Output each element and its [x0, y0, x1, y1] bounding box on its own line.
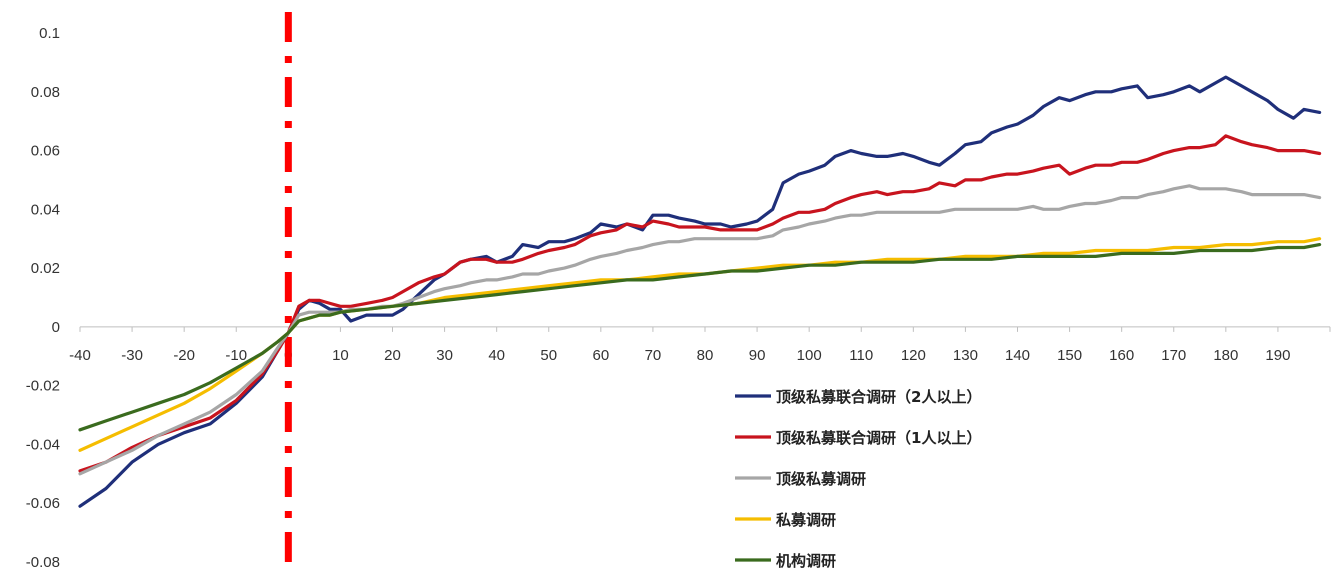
y-tick-label: 0.04: [31, 201, 60, 218]
y-tick-label: -0.02: [26, 378, 60, 395]
x-tick-label: 10: [332, 347, 349, 364]
x-tick-label: 190: [1265, 347, 1290, 364]
y-tick-label: 0.06: [31, 143, 60, 160]
legend-label: 顶级私募联合调研（2人以上）: [776, 388, 981, 406]
x-tick-label: 120: [901, 347, 926, 364]
x-tick-label: 110: [849, 347, 873, 364]
x-tick-label: 90: [749, 347, 766, 364]
x-tick-label: -10: [225, 347, 247, 364]
x-tick-label: 70: [645, 347, 662, 364]
legend-label: 机构调研: [776, 552, 836, 570]
y-tick-label: 0.08: [31, 84, 60, 101]
x-tick-label: 170: [1161, 347, 1186, 364]
y-tick-label: -0.08: [26, 554, 60, 571]
x-tick-label: 50: [540, 347, 557, 364]
series-line-1: [78, 75, 1322, 508]
series-lines: [78, 75, 1322, 508]
y-tick-label: 0: [52, 319, 60, 336]
series-line-4: [78, 237, 1322, 452]
legend-label: 私募调研: [775, 511, 836, 529]
x-tick-label: -40: [69, 347, 91, 364]
x-tick-label: 160: [1109, 347, 1134, 364]
y-axis-ticks: -0.08 -0.06 -0.04 -0.02 0 0.02 0.04 0.06 0.08 0.1: [26, 25, 60, 571]
legend-label: 顶级私募调研: [776, 470, 866, 488]
x-tick-label: -20: [173, 347, 195, 364]
series-line-2: [78, 134, 1322, 473]
series-line-5: [78, 243, 1322, 432]
y-tick-label: -0.04: [26, 436, 60, 453]
x-tick-label: 40: [488, 347, 505, 364]
x-axis: -40-30-20-100102030405060708090100110120…: [69, 326, 1331, 364]
y-tick-label: 0.02: [31, 260, 60, 277]
x-tick-label: 140: [1005, 347, 1030, 364]
x-tick-label: 100: [797, 347, 822, 364]
legend-label: 顶级私募联合调研（1人以上）: [776, 429, 981, 447]
x-tick-label: 60: [592, 347, 609, 364]
x-tick-label: 130: [953, 347, 978, 364]
series-line-3: [78, 184, 1322, 476]
x-tick-label: 30: [436, 347, 453, 364]
y-tick-label: -0.06: [26, 495, 60, 512]
x-tick-label: -30: [121, 347, 143, 364]
x-tick-label: 20: [384, 347, 401, 364]
x-tick-label: 180: [1213, 347, 1238, 364]
legend: 顶级私募联合调研（2人以上） 顶级私募联合调研（1人以上） 顶级私募调研私募调研机构…: [735, 388, 981, 570]
x-tick-label: 150: [1057, 347, 1082, 364]
x-tick-label: 80: [697, 347, 714, 364]
y-tick-label: 0.1: [39, 25, 60, 42]
